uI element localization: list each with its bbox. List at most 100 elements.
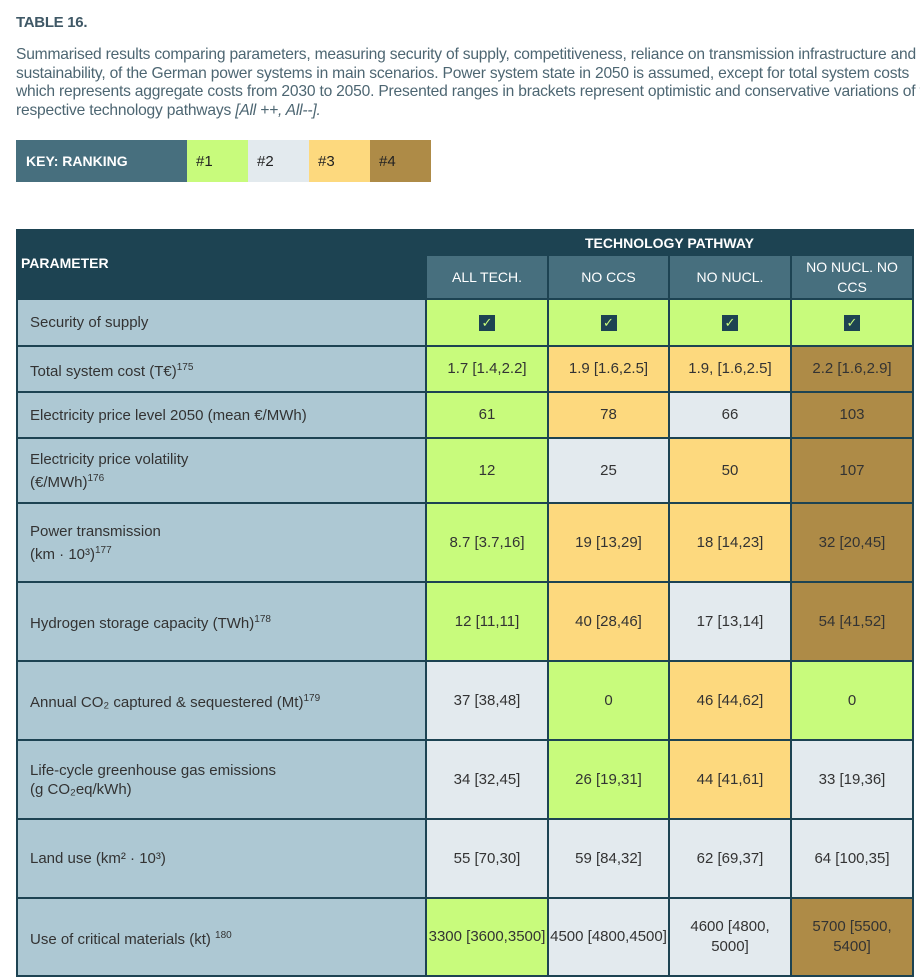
footnote-ref: 178 (254, 614, 271, 625)
value-cell: 0 (547, 660, 670, 741)
footnote-ref: 176 (87, 472, 105, 484)
table-row: Annual CO₂ captured & sequestered (Mt)17… (16, 660, 914, 741)
parameter-cell: Annual CO₂ captured & sequestered (Mt)17… (16, 660, 427, 741)
table-row: Security of supply ✓ ✓ ✓ ✓ (16, 298, 914, 347)
value-text: 8.7 [3.7,16] (449, 533, 525, 551)
value-cell: 1.9, [1.6,2.5] (668, 345, 792, 393)
parameter-label: Electricity price level 2050 (mean €/MWh… (30, 406, 307, 424)
table-row: Electricity price volatility (€/MWh)176 12… (16, 437, 914, 504)
parameter-cell: Use of critical materials (kt) 180 (16, 897, 427, 977)
table-row: Electricity price level 2050 (mean €/MWh… (16, 391, 914, 439)
key-rank-3: #3 (309, 140, 370, 182)
value-cell: 25 (547, 437, 670, 504)
parameter-label: Use of critical materials (kt) (30, 930, 216, 948)
parameter-label: Security of supply (30, 314, 149, 331)
value-cell: 12 [11,11] (425, 581, 549, 662)
value-cell: 44 [41,61] (668, 739, 792, 820)
table-row: Total system cost (T€)175 1.7 [1.4,2.2] 1.… (16, 345, 914, 393)
value-cell: ✓ (668, 298, 792, 347)
value-text: 107 (839, 461, 865, 479)
value-cell: ✓ (790, 298, 914, 347)
value-text: 37 [38,48] (453, 691, 521, 709)
value-text: 0 (847, 691, 857, 709)
value-text: 103 (839, 406, 865, 423)
results-table: PARAMETER TECHNOLOGY PATHWAY ALL TECH. NO… (16, 229, 914, 977)
value-cell: 12 (425, 437, 549, 504)
table-row: Power transmission (km · 10³)177 8.7 [3.7,… (16, 502, 914, 583)
table-row: Land use (km² · 10³) 55 [70,30] 59 [84,32]… (16, 818, 914, 899)
value-text: 12 [11,11] (454, 612, 520, 630)
value-text: 4600 [4800, 5000] (690, 918, 770, 955)
parameter-cell: Life-cycle greenhouse gas emissions (g CO… (16, 739, 427, 820)
footnote-ref: 180 (215, 929, 232, 941)
parameter-header: PARAMETER (16, 229, 427, 300)
value-text: 54 [41,52] (818, 612, 886, 630)
value-cell: 37 [38,48] (425, 660, 549, 741)
parameter-cell: Electricity price volatility (€/MWh)176 (16, 437, 427, 504)
value-cell: 107 (790, 437, 914, 504)
value-text: 26 [19,31] (575, 770, 642, 788)
value-cell: 55 [70,30] (425, 818, 549, 899)
value-cell: ✓ (425, 298, 549, 347)
value-cell: 46 [44,62] (668, 660, 792, 741)
column-header: NO NUCL. (668, 254, 792, 300)
value-cell: 34 [32,45] (425, 739, 549, 820)
value-text: 62 [69,37] (696, 849, 764, 867)
parameter-label: Total system cost (T€) (30, 362, 177, 380)
value-text: 4500 [4800,4500] (550, 928, 667, 945)
value-cell: 103 (790, 391, 914, 439)
value-text: 59 [84,32] (575, 849, 642, 867)
key-rank-4: #4 (370, 140, 431, 182)
value-text: 25 (600, 461, 617, 479)
value-text: 33 [19,36] (818, 770, 886, 788)
key-label: KEY: RANKING (16, 140, 187, 182)
parameter-label: Annual CO₂ captured & sequestered (Mt) (30, 694, 304, 711)
value-cell: 0 (790, 660, 914, 741)
value-cell: 4500 [4800,4500] (547, 897, 670, 977)
table-row: Hydrogen storage capacity (TWh)178 12 [11… (16, 581, 914, 662)
value-text: 50 (721, 461, 739, 479)
parameter-cell: Security of supply (16, 298, 427, 347)
ranking-key: KEY: RANKING #1 #2 #3 #4 (16, 140, 431, 182)
parameter-label: Hydrogen storage capacity (TWh) (30, 615, 255, 632)
parameter-label: Life-cycle greenhouse gas emissions (g CO… (30, 761, 276, 798)
value-text: 40 [28,46] (575, 612, 642, 630)
value-text: 18 [14,23] (696, 533, 764, 551)
value-cell: 66 (668, 391, 792, 439)
table-title: TABLE 16. (16, 14, 88, 31)
value-text: 64 [100,35] (814, 849, 890, 867)
parameter-label: Land use (km² · 10³) (30, 850, 166, 867)
key-rank-2: #2 (248, 140, 309, 182)
value-text: 46 [44,62] (696, 691, 764, 709)
check-icon: ✓ (600, 314, 617, 331)
column-header: NO CCS (547, 254, 670, 300)
check-icon: ✓ (844, 314, 860, 331)
value-cell: 78 (547, 391, 670, 439)
value-cell: 59 [84,32] (547, 818, 670, 899)
value-cell: 2.2 [1.6,2.9] (790, 345, 914, 393)
caption-text: Summarised results comparing parameters,… (16, 46, 920, 119)
key-rank-1: #1 (187, 140, 248, 182)
technology-pathway-header: TECHNOLOGY PATHWAY (425, 229, 914, 256)
value-text: 34 [32,45] (453, 770, 521, 788)
parameter-cell: Power transmission (km · 10³)177 (16, 502, 427, 583)
value-text: 12 (478, 461, 496, 479)
value-text: 55 [70,30] (453, 849, 521, 867)
value-cell: 19 [13,29] (547, 502, 670, 583)
parameter-cell: Land use (km² · 10³) (16, 818, 427, 899)
value-cell: 62 [69,37] (668, 818, 792, 899)
value-text: 2.2 [1.6,2.9] (812, 360, 892, 377)
value-text: 44 [41,61] (696, 770, 764, 788)
column-header: NO NUCL. NO CCS (790, 254, 914, 300)
value-text: 1.9 [1.6,2.5] (568, 360, 649, 377)
footnote-ref: 175 (176, 361, 194, 373)
value-cell: 33 [19,36] (790, 739, 914, 820)
value-cell: 50 (668, 437, 792, 504)
value-cell: 4600 [4800, 5000] (668, 897, 792, 977)
check-icon: ✓ (722, 314, 738, 331)
parameter-cell: Total system cost (T€)175 (16, 345, 427, 393)
value-cell: 18 [14,23] (668, 502, 792, 583)
parameter-label: Electricity price volatility (€/MWh) (30, 450, 189, 491)
value-text: 32 [20,45] (818, 533, 886, 551)
value-text: 5700 [5500, 5400] (812, 918, 892, 955)
